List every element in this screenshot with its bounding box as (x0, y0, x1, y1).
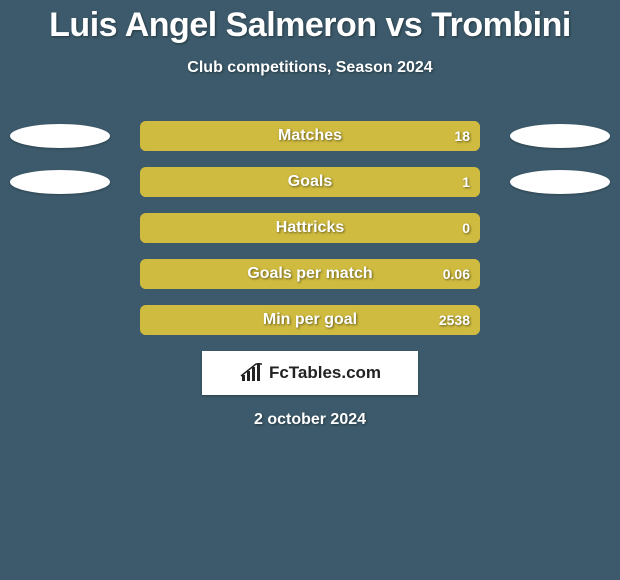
stat-value: 18 (454, 128, 470, 144)
page-title: Luis Angel Salmeron vs Trombini (0, 0, 620, 45)
stat-rows: Matches 18 Goals 1 Hattricks 0 (0, 121, 620, 335)
stat-value: 0 (462, 220, 470, 236)
stat-row: Goals 1 (0, 167, 620, 197)
stat-row: Matches 18 (0, 121, 620, 151)
logo-box: FcTables.com (202, 351, 418, 395)
stat-label: Goals per match (247, 265, 372, 283)
player-left-marker (10, 170, 110, 194)
stat-label: Min per goal (263, 311, 357, 329)
stat-label: Goals (288, 173, 332, 191)
stat-row: Min per goal 2538 (0, 305, 620, 335)
player-left-marker (10, 124, 110, 148)
stat-row: Hattricks 0 (0, 213, 620, 243)
date-text: 2 october 2024 (0, 411, 620, 429)
stat-bar: Goals 1 (140, 167, 480, 197)
player-right-marker (510, 124, 610, 148)
stat-bar: Goals per match 0.06 (140, 259, 480, 289)
stat-value: 2538 (439, 312, 470, 328)
stat-label: Matches (278, 127, 342, 145)
stat-bar: Hattricks 0 (140, 213, 480, 243)
stat-label: Hattricks (276, 219, 344, 237)
subtitle: Club competitions, Season 2024 (0, 59, 620, 77)
stat-value: 1 (462, 174, 470, 190)
logo-text: FcTables.com (269, 363, 381, 383)
chart-container: Luis Angel Salmeron vs Trombini Club com… (0, 0, 620, 580)
stat-value: 0.06 (443, 266, 470, 282)
player-right-marker (510, 170, 610, 194)
stat-bar: Matches 18 (140, 121, 480, 151)
stat-row: Goals per match 0.06 (0, 259, 620, 289)
stat-bar: Min per goal 2538 (140, 305, 480, 335)
bar-chart-icon (239, 363, 265, 383)
